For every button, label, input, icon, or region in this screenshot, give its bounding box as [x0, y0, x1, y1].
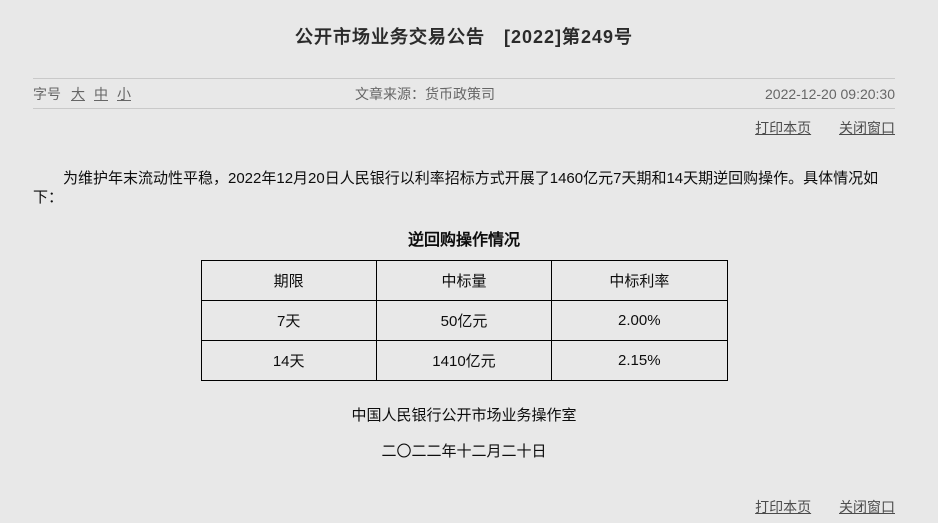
- separator-top: [33, 78, 895, 79]
- table-header-row: 期限 中标量 中标利率: [200, 260, 728, 301]
- issue-date: 二〇二二年十二月二十日: [381, 443, 547, 460]
- article-source-value: 货币政策司: [425, 85, 495, 102]
- table-header-term: 期限: [200, 260, 377, 301]
- table-title: 逆回购操作情况: [407, 232, 520, 249]
- close-window-link[interactable]: 关闭窗口: [839, 120, 895, 136]
- announcement-body: 为维护年末流动性平稳，2022年12月20日人民银行以利率招标方式开展了1460…: [33, 170, 879, 206]
- print-page-link-bottom[interactable]: 打印本页: [755, 499, 812, 515]
- table-cell-rate: 2.00%: [551, 300, 728, 341]
- table-cell-rate: 2.15%: [551, 340, 728, 381]
- table-row: 14天 1410亿元 2.15%: [200, 340, 728, 381]
- page-actions-top: 打印本页 关闭窗口: [33, 121, 895, 135]
- publish-timestamp: 2022-12-20 09:20:30: [765, 85, 895, 102]
- separator-bottom: [33, 108, 895, 109]
- table-cell-term: 14天: [200, 340, 377, 381]
- issuer-signature: 中国人民银行公开市场业务操作室: [351, 407, 577, 424]
- article-source-label: 文章来源：: [355, 85, 425, 102]
- page-title: 公开市场业务交易公告 [2022]第249号: [294, 27, 634, 47]
- article-source: 文章来源：货币政策司: [355, 84, 495, 104]
- table-row: 7天 50亿元 2.00%: [200, 300, 728, 341]
- close-window-link-bottom[interactable]: 关闭窗口: [839, 499, 895, 515]
- print-page-link[interactable]: 打印本页: [755, 120, 812, 136]
- font-size-medium-link[interactable]: 中: [94, 85, 108, 102]
- meta-bar: 字号 大 中 小 文章来源：货币政策司 2022-12-20 09:20:30: [33, 79, 895, 108]
- table-header-rate: 中标利率: [551, 260, 728, 301]
- font-size-large-link[interactable]: 大: [71, 85, 85, 102]
- table-cell-volume: 1410亿元: [375, 340, 553, 381]
- table-cell-term: 7天: [200, 300, 377, 341]
- repo-operations-table: 期限 中标量 中标利率 7天 50亿元 2.00% 14天 1410亿元 2.1…: [200, 260, 728, 381]
- font-size-control: 字号 大 中 小: [33, 84, 355, 104]
- font-size-label: 字号: [33, 85, 61, 102]
- font-size-small-link[interactable]: 小: [117, 85, 131, 102]
- table-header-volume: 中标量: [375, 260, 553, 301]
- page-actions-bottom: 打印本页 关闭窗口: [33, 500, 895, 514]
- table-cell-volume: 50亿元: [375, 300, 553, 341]
